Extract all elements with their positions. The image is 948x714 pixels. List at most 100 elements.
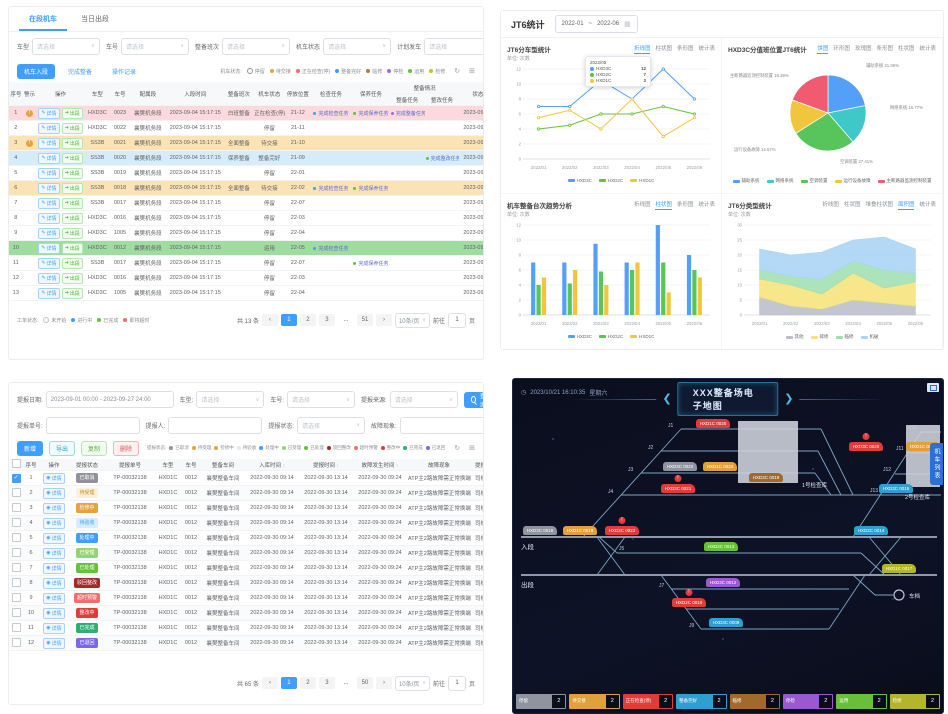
tl-filter-select[interactable]: 请选择∨: [32, 37, 101, 55]
next-page-button[interactable]: ›: [375, 677, 392, 689]
page-button-3[interactable]: 3: [318, 314, 335, 326]
depart-button[interactable]: ➜ 出段: [61, 257, 83, 269]
bl-action-删除[interactable]: 删除: [113, 440, 140, 456]
refresh-icon[interactable]: ↻: [454, 445, 461, 452]
tl-action-2[interactable]: 操作记录: [105, 64, 143, 79]
depart-button[interactable]: ➜ 出段: [61, 212, 83, 224]
detail-button[interactable]: ✎ 详情: [38, 287, 60, 299]
chart-tab-折线图[interactable]: 折线图: [822, 201, 839, 208]
loco-chip-HXD2C-0010[interactable]: HXD2C 0010!: [672, 589, 706, 607]
row-checkbox[interactable]: [11, 592, 21, 602]
detail-button[interactable]: ◉ 详情: [43, 562, 65, 574]
task-link-check[interactable]: 完成检查任务: [313, 245, 348, 252]
depart-button[interactable]: ➜ 出段: [61, 197, 83, 209]
loco-chip-HXD3C-0021[interactable]: HXD3C 0021!: [661, 475, 695, 493]
detail-button[interactable]: ✎ 详情: [38, 167, 60, 179]
bl2-filter-select[interactable]: 请选择 ∨: [297, 416, 366, 434]
chart-tab-柱状图[interactable]: 柱状图: [843, 201, 861, 208]
loco-chip-HXD1C-0024[interactable]: HXD1C 0024: [703, 462, 737, 471]
row-checkbox[interactable]: [11, 532, 21, 542]
tl-filter-select[interactable]: 请选择∨: [222, 37, 291, 55]
map-legend-待交接[interactable]: 待交接 2: [569, 694, 620, 709]
chart-tab-折线图[interactable]: 折线图: [633, 45, 651, 54]
detail-button[interactable]: ◉ 详情: [43, 472, 65, 484]
column-settings-icon[interactable]: ⊞: [469, 68, 475, 75]
detail-button[interactable]: ✎ 详情: [38, 182, 60, 194]
goto-page-input[interactable]: 1: [447, 312, 466, 328]
page-button-51[interactable]: 51: [356, 314, 373, 326]
chart-tab-柱状图[interactable]: 柱状图: [897, 45, 915, 52]
tab-1[interactable]: 当日出段: [81, 16, 109, 23]
map-legend-停检[interactable]: 停检 2: [782, 694, 834, 709]
row-checkbox[interactable]: [11, 637, 21, 647]
detail-button[interactable]: ◉ 详情: [43, 517, 65, 529]
sort-icon[interactable]: ↕: [335, 462, 339, 469]
task-link-rect[interactable]: 完成整改任务: [425, 155, 459, 162]
tl-filter-select[interactable]: 请选择∨: [424, 37, 483, 55]
page-button-1[interactable]: 1: [280, 314, 297, 326]
detail-button[interactable]: ◉ 详情: [43, 622, 65, 634]
prev-page-button[interactable]: ‹: [261, 314, 278, 326]
detail-button[interactable]: ✎ 详情: [38, 212, 60, 224]
loco-chip-HXD1C-0025[interactable]: HXD1C 0025: [696, 419, 730, 428]
depart-button[interactable]: ➜ 出段: [61, 182, 83, 194]
chart-tab-面积图[interactable]: 面积图: [897, 201, 915, 210]
row-checkbox[interactable]: ✓: [11, 473, 21, 483]
task-link-check[interactable]: 完成检查任务: [313, 110, 348, 117]
loco-chip-HXD3C-0023[interactable]: HXD3C 0023!: [605, 517, 639, 535]
depart-button[interactable]: ➜ 出段: [61, 152, 83, 164]
detail-button[interactable]: ✎ 详情: [38, 107, 60, 119]
detail-button[interactable]: ◉ 详情: [43, 592, 65, 604]
detail-button[interactable]: ✎ 详情: [38, 152, 60, 164]
loco-chip-HXD3C-0022[interactable]: HXD3C 0022: [663, 462, 697, 471]
loco-chip-HXD2C-0014[interactable]: HXD2C 0014: [854, 526, 888, 535]
bl2-filter-input[interactable]: [45, 416, 140, 434]
depart-button[interactable]: ➜ 出段: [61, 242, 83, 254]
loco-chip-HXD3C-0015[interactable]: HXD3C 0015: [879, 484, 913, 493]
detail-button[interactable]: ✎ 详情: [38, 257, 60, 269]
loco-chip-HXD1C-0026[interactable]: HXD1C 0026: [906, 442, 940, 451]
detail-button[interactable]: ✎ 详情: [38, 242, 60, 254]
depart-button[interactable]: ➜ 出段: [61, 287, 83, 299]
refresh-icon[interactable]: ↻: [454, 68, 461, 75]
row-checkbox[interactable]: [11, 562, 21, 572]
bl2-filter-input[interactable]: [399, 416, 483, 434]
chart-tab-统计表[interactable]: 统计表: [919, 45, 936, 52]
loco-chip-HXD3C-0020[interactable]: HXD3C 0020!: [849, 433, 883, 451]
prev-page-button[interactable]: ‹: [261, 677, 278, 689]
chart-tab-饼图[interactable]: 饼图: [817, 45, 829, 54]
detail-button[interactable]: ◉ 详情: [43, 502, 65, 514]
detail-button[interactable]: ◉ 详情: [43, 577, 65, 589]
bl-search-button[interactable]: 查询: [463, 391, 483, 409]
page-size-select[interactable]: 10条/页 ∨: [394, 675, 430, 691]
task-link-maint[interactable]: 完成保养任务: [353, 185, 388, 192]
depart-button[interactable]: ➜ 出段: [61, 137, 83, 149]
map-legend-运用[interactable]: 运用 2: [836, 694, 887, 709]
task-link-maint[interactable]: 完成保养任务: [353, 260, 388, 267]
detail-button[interactable]: ✎ 详情: [38, 137, 60, 149]
date-to[interactable]: 2022-06: [597, 21, 620, 27]
chart-tab-统计表[interactable]: 统计表: [698, 201, 715, 208]
chart-tab-柱状图[interactable]: 柱状图: [655, 201, 672, 210]
map-legend-停留[interactable]: 停留 2: [516, 694, 567, 709]
page-size-select[interactable]: 10条/页 ∨: [394, 312, 430, 328]
column-settings-icon[interactable]: ⊞: [469, 445, 475, 452]
loco-chip-HXD3C-0016[interactable]: HXD3C 0016: [523, 526, 557, 535]
loco-chip-HXD3C-0019[interactable]: HXD3C 0019: [749, 473, 783, 482]
date-range-picker[interactable]: 2022-01 ~ 2022-06 ▦: [554, 15, 638, 33]
tl-filter-select[interactable]: 请选择∨: [323, 37, 392, 55]
bl-action-导出[interactable]: 导出: [49, 440, 76, 456]
row-checkbox[interactable]: [11, 577, 21, 587]
page-button-2[interactable]: 2: [299, 677, 316, 689]
loco-chip-HXD3C-0012[interactable]: HXD3C 0012: [706, 578, 740, 587]
row-checkbox[interactable]: [11, 607, 21, 617]
locomotive-list-tab[interactable]: 机车列表: [930, 443, 943, 485]
chart-tab-条形图[interactable]: 条形图: [676, 45, 694, 52]
loco-chip-HXD3C-0009[interactable]: HXD3C 0009: [709, 618, 743, 627]
row-checkbox[interactable]: [11, 487, 21, 497]
page-button-3[interactable]: 3: [318, 677, 335, 689]
map-legend-临修[interactable]: 临修 2: [729, 694, 780, 709]
depart-button[interactable]: ➜ 出段: [61, 167, 83, 179]
page-button-50[interactable]: 50: [356, 677, 373, 689]
tl-filter-select[interactable]: 请选择∨: [121, 37, 190, 55]
